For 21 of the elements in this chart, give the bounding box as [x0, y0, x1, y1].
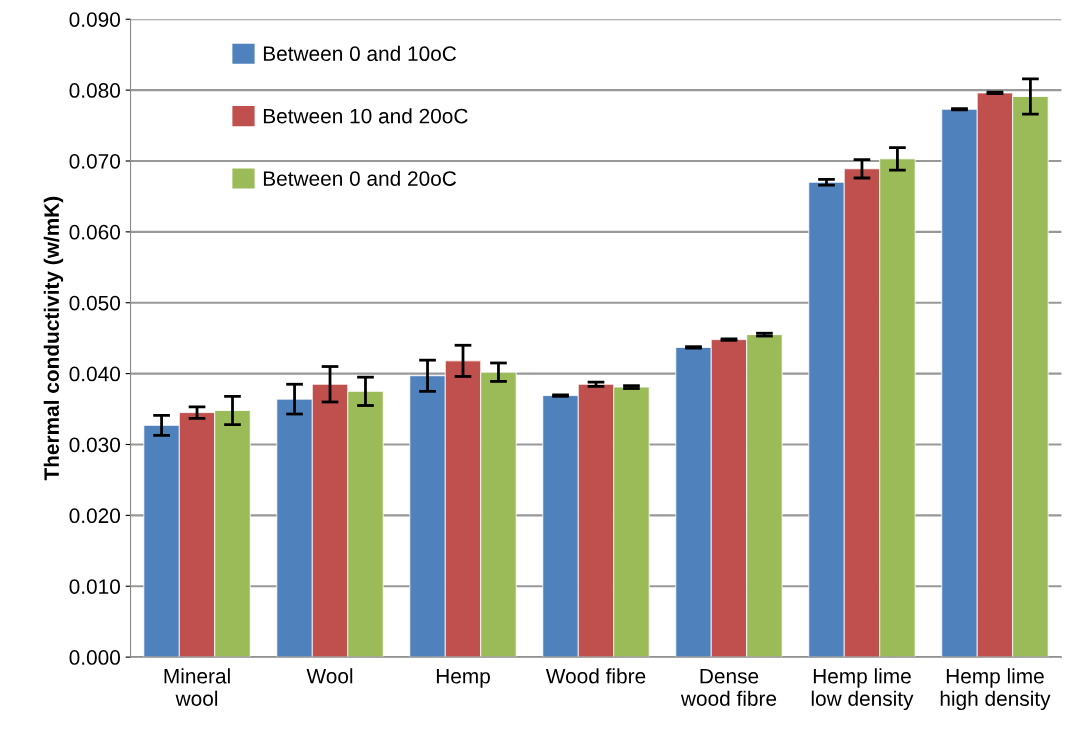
legend-label: Between 10 and 20oC [263, 108, 468, 124]
y-tick-label: 0.030 [69, 437, 121, 453]
y-tick-label: 0.000 [69, 650, 121, 665]
y-tick-label: 0.090 [69, 12, 121, 27]
x-tick-label: Wood fibre [545, 668, 646, 684]
x-tick-label: Wool [306, 668, 353, 684]
legend-label: Between 0 and 10oC [263, 45, 457, 62]
y-axis-title: Thermal conductivity (w/mK) [43, 196, 64, 481]
y-tick-label: 0.040 [69, 366, 121, 382]
x-tick-label: Hemp [436, 669, 490, 688]
y-tick-label: 0.020 [69, 508, 121, 524]
y-tick-label: 0.070 [69, 153, 121, 169]
y-tick-label: 0.010 [69, 579, 121, 594]
legend-label: Between 0 and 20oC [263, 170, 457, 186]
y-tick-label: 0.060 [69, 224, 121, 240]
y-tick-label: 0.050 [69, 295, 121, 311]
x-tick-label: Hemp lime high density [940, 668, 1051, 711]
y-tick-label: 0.080 [69, 83, 121, 98]
x-tick-label: Mineral wool [164, 668, 230, 706]
x-tick-label: Dense wood fibre [680, 669, 777, 706]
x-tick-label: Hemp lime low density [811, 668, 914, 711]
